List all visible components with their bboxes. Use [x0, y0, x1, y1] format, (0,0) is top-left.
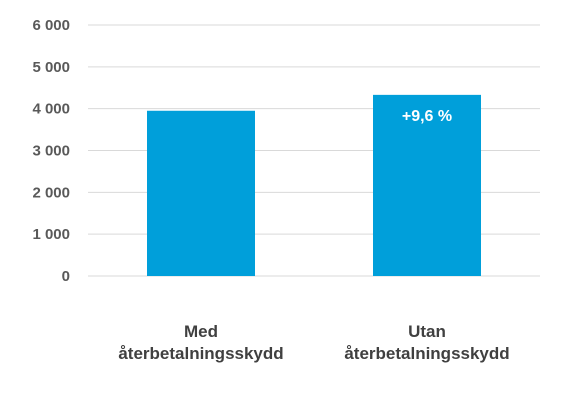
y-tick-label: 4 000 — [32, 101, 70, 118]
x-category-label: återbetalningsskydd — [344, 344, 509, 363]
bars — [147, 94, 481, 276]
x-category-label: Utan — [408, 322, 446, 341]
y-tick-label: 3 000 — [32, 143, 70, 160]
y-tick-label: 6 000 — [32, 17, 70, 34]
bar — [147, 110, 255, 276]
data-label: +9,6 % — [402, 108, 452, 125]
x-axis-category-labels: Med återbetalningsskydd Utan återbetalnings… — [118, 322, 509, 363]
y-tick-label: 2 000 — [32, 184, 70, 201]
data-labels: +9,6 % — [402, 108, 452, 125]
x-category-label: återbetalningsskydd — [118, 344, 283, 363]
y-tick-label: 5 000 — [32, 59, 70, 76]
x-category-label: Med — [184, 322, 218, 341]
bar — [373, 94, 481, 276]
y-axis-tick-labels: 0 1 000 2 000 3 000 4 000 5 000 6 000 — [32, 17, 70, 285]
y-tick-label: 0 — [62, 268, 70, 285]
y-tick-label: 1 000 — [32, 226, 70, 243]
